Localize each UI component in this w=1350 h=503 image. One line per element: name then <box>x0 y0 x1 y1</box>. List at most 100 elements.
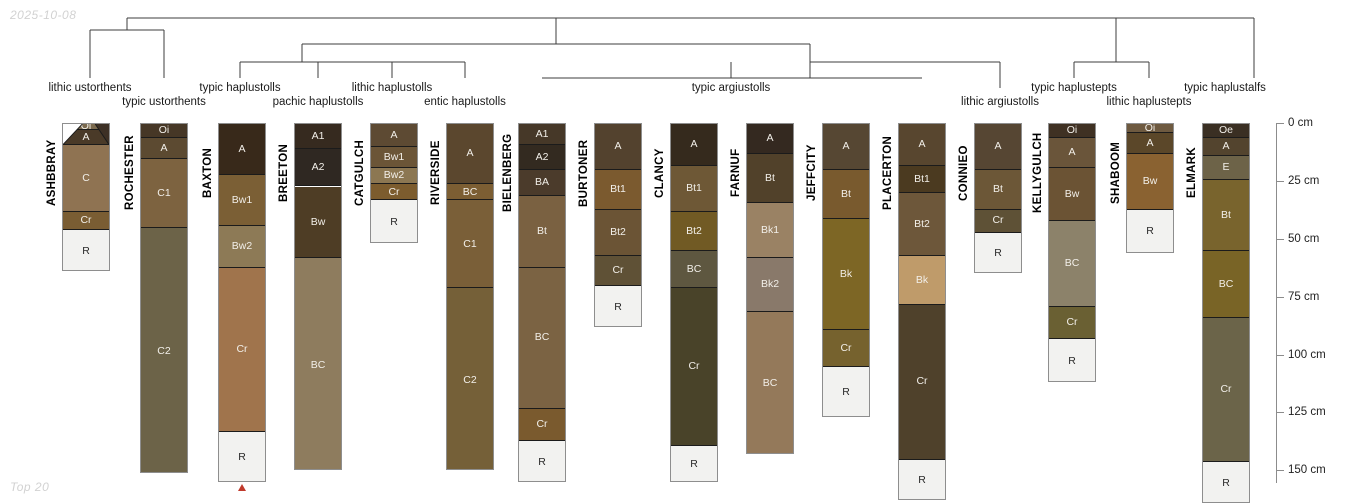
soil-horizon[interactable]: Bt <box>975 170 1021 210</box>
profile-name: ROCHESTER <box>124 135 136 211</box>
profile-column[interactable]: A Bw1 Bw2 Cr R <box>218 123 266 482</box>
soil-horizon[interactable]: BC <box>295 258 341 470</box>
soil-horizon[interactable]: Bt1 <box>595 170 641 210</box>
soil-horizon[interactable]: A <box>595 124 641 171</box>
soil-horizon[interactable]: R <box>1127 209 1173 252</box>
soil-horizon[interactable]: Bw2 <box>371 167 417 185</box>
soil-horizon[interactable]: R <box>595 286 641 326</box>
soil-horizon[interactable]: Bt <box>519 195 565 268</box>
soil-horizon[interactable]: Bt <box>823 170 869 219</box>
soil-horizon[interactable]: Cr <box>219 267 265 432</box>
soil-horizon[interactable]: Bt1 <box>899 165 945 194</box>
horizon-label: Bk1 <box>760 223 780 236</box>
soil-horizon[interactable]: A <box>1049 137 1095 168</box>
soil-horizon[interactable]: Bt2 <box>899 193 945 256</box>
soil-horizon[interactable]: BC <box>1203 251 1249 319</box>
soil-horizon[interactable]: Cr <box>595 255 641 287</box>
profile-column[interactable]: A1 A2 BA Bt BC Cr R <box>518 123 566 482</box>
soil-horizon[interactable]: C1 <box>141 158 187 229</box>
profile-column[interactable]: Oi A Bw R <box>1126 123 1174 253</box>
soil-horizon[interactable]: A <box>899 124 945 166</box>
profile-column[interactable]: A Bt1 Bt2 BC Cr R <box>670 123 718 482</box>
soil-horizon[interactable]: Bk1 <box>747 202 793 259</box>
soil-horizon[interactable]: Oi <box>1127 124 1173 134</box>
soil-horizon[interactable]: BC <box>747 311 793 454</box>
soil-horizon[interactable]: Cr <box>1203 318 1249 462</box>
soil-horizon[interactable]: Cr <box>671 288 717 446</box>
soil-horizon[interactable]: A <box>219 124 265 175</box>
soil-horizon[interactable]: A1 <box>519 124 565 145</box>
soil-horizon[interactable]: Bw <box>295 186 341 259</box>
soil-horizon[interactable]: Bt <box>1203 179 1249 252</box>
soil-horizon[interactable]: R <box>1049 339 1095 382</box>
soil-horizon[interactable]: A2 <box>519 144 565 171</box>
soil-horizon[interactable]: A <box>371 124 417 148</box>
profile-column[interactable]: A BC C1 C2 <box>446 123 494 471</box>
soil-horizon[interactable]: Cr <box>823 330 869 368</box>
soil-horizon[interactable]: BC <box>1049 221 1095 307</box>
soil-horizon[interactable]: Bk <box>823 218 869 331</box>
profile-column[interactable]: A1 A2 Bw BC <box>294 123 342 471</box>
soil-horizon[interactable]: Bw1 <box>371 147 417 168</box>
soil-horizon[interactable]: Bw <box>1127 154 1173 210</box>
profile-column[interactable]: Oe A E Bt BC Cr R <box>1202 123 1250 503</box>
soil-horizon[interactable]: BA <box>519 170 565 196</box>
soil-horizon[interactable]: A <box>823 124 869 171</box>
soil-horizon[interactable]: Cr <box>371 184 417 201</box>
soil-horizon[interactable]: BC <box>671 251 717 289</box>
soil-horizon[interactable]: R <box>219 431 265 481</box>
soil-horizon[interactable]: Bk2 <box>747 258 793 312</box>
profile-column[interactable]: Oi A Bw BC Cr R <box>1048 123 1096 383</box>
dendrogram-leaf-label: typic argiustolls <box>691 82 771 94</box>
soil-horizon[interactable]: R <box>823 367 869 416</box>
soil-horizon[interactable]: C2 <box>447 288 493 470</box>
soil-horizon[interactable]: R <box>1203 461 1249 502</box>
soil-horizon[interactable]: A <box>747 124 793 155</box>
profile-column[interactable]: A Bw1 Bw2 Cr R <box>370 123 418 244</box>
soil-horizon[interactable]: A <box>141 137 187 159</box>
soil-horizon[interactable]: R <box>371 200 417 243</box>
profile-column[interactable]: A Bt1 Bt2 Cr R <box>594 123 642 327</box>
soil-horizon[interactable]: Cr <box>519 408 565 442</box>
soil-horizon[interactable]: Oi <box>1049 124 1095 138</box>
soil-horizon[interactable]: A <box>447 124 493 185</box>
soil-horizon[interactable]: C1 <box>447 200 493 289</box>
soil-horizon[interactable]: A <box>671 124 717 166</box>
soil-horizon[interactable]: Cr <box>1049 306 1095 340</box>
soil-horizon[interactable]: Cr <box>975 209 1021 233</box>
soil-horizon[interactable]: Bt <box>747 154 793 203</box>
soil-horizon[interactable]: Bt2 <box>595 209 641 256</box>
horizon-label: A <box>466 147 474 160</box>
soil-horizon[interactable]: C2 <box>141 228 187 472</box>
profile-column[interactable]: A Bt1 Bt2 Bk Cr R <box>898 123 946 501</box>
soil-horizon[interactable]: BC <box>447 184 493 201</box>
soil-horizon[interactable]: A <box>1203 137 1249 157</box>
horizon-label: R <box>238 451 246 464</box>
profile-column[interactable]: OiACCrR <box>62 123 110 272</box>
soil-horizon[interactable]: Bt2 <box>671 211 717 252</box>
soil-horizon[interactable]: R <box>975 232 1021 273</box>
soil-horizon[interactable]: Bw2 <box>219 225 265 268</box>
profile-column[interactable]: A Bt Bk Cr R <box>822 123 870 417</box>
soil-horizon[interactable]: R <box>519 441 565 481</box>
soil-horizon[interactable]: A <box>1127 133 1173 155</box>
soil-horizon[interactable]: Oe <box>1203 124 1249 138</box>
soil-horizon[interactable]: R <box>671 445 717 481</box>
soil-horizon[interactable]: A <box>975 124 1021 171</box>
soil-horizon[interactable]: E <box>1203 156 1249 180</box>
soil-horizon[interactable]: R <box>899 459 945 500</box>
soil-horizon[interactable]: A2 <box>295 149 341 187</box>
soil-horizon[interactable]: Bw <box>1049 167 1095 222</box>
soil-horizon[interactable]: Cr <box>899 304 945 460</box>
profile-column[interactable]: A Bt Cr R <box>974 123 1022 274</box>
soil-horizon[interactable]: BC <box>519 267 565 409</box>
soil-horizon[interactable]: Bk <box>899 255 945 305</box>
soil-horizon[interactable]: Oi <box>141 124 187 138</box>
soil-horizon[interactable]: Bw1 <box>219 174 265 226</box>
profile-column[interactable]: A Bt Bk1 Bk2 BC <box>746 123 794 455</box>
soil-horizon[interactable]: Bt1 <box>671 165 717 212</box>
profile-column[interactable]: Oi A C1 C2 <box>140 123 188 473</box>
depth-axis: 0 cm 25 cm 50 cm 75 cm 100 cm 125 cm 150 cm <box>1276 112 1350 492</box>
profile-name: CATGULCH <box>354 139 366 207</box>
soil-horizon[interactable]: A1 <box>295 124 341 150</box>
